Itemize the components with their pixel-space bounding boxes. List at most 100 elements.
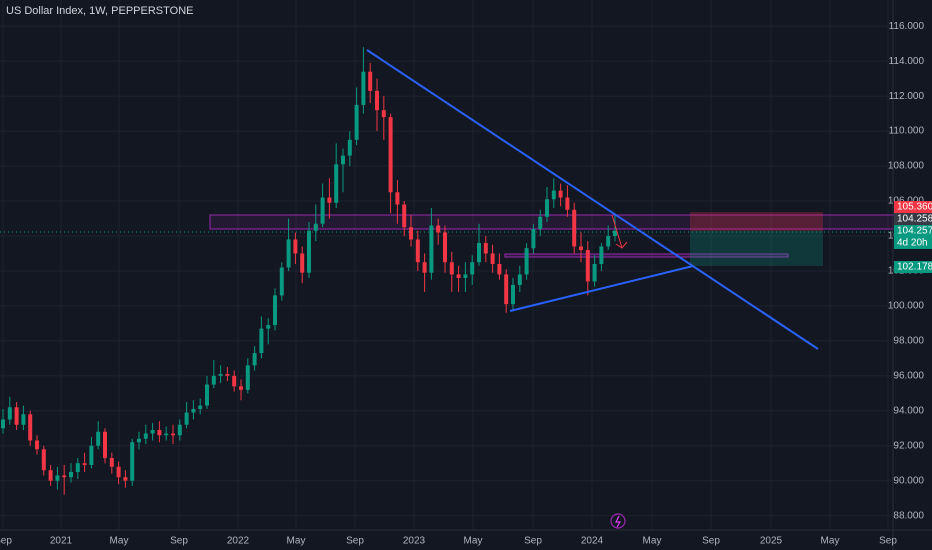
candle-body <box>211 375 216 385</box>
grid <box>0 0 893 530</box>
candle-body <box>109 457 114 467</box>
candle-body <box>191 409 196 413</box>
candle-body <box>558 190 563 198</box>
price-badge <box>894 201 932 213</box>
candle-body <box>483 242 488 254</box>
x-tick-label: May <box>464 536 483 547</box>
candle-body <box>69 471 73 478</box>
candle-body <box>75 463 80 472</box>
y-tick-label: 92.000 <box>893 440 924 451</box>
candle-body <box>572 209 577 247</box>
candle-body <box>320 197 325 224</box>
candle-body <box>456 274 461 278</box>
x-tick-label: Sep <box>346 536 364 547</box>
y-tick-label: 110.000 <box>889 126 925 137</box>
price-badge-label: 104.258 <box>897 214 932 225</box>
candle-body <box>21 414 26 425</box>
candle-body <box>184 412 189 425</box>
candle-body <box>538 216 543 229</box>
candle-body <box>409 227 413 240</box>
candle-body <box>48 470 53 481</box>
x-tick-label: 2025 <box>760 536 783 547</box>
candle-body <box>164 433 169 436</box>
candle-body <box>395 192 400 205</box>
x-tick-label: May <box>110 536 129 547</box>
candle-body <box>55 475 60 481</box>
x-tick-label: Sep <box>702 536 720 547</box>
x-tick-label: Sep <box>0 536 12 547</box>
candle-body <box>35 440 39 450</box>
candle-body <box>599 246 604 264</box>
trend-line <box>366 49 819 350</box>
candle-body <box>517 274 522 285</box>
candle-body <box>531 228 536 249</box>
candle-body <box>232 375 237 387</box>
candle-body <box>137 438 141 443</box>
trend-line <box>509 265 694 312</box>
candle-body <box>89 445 94 465</box>
y-tick-label: 96.000 <box>893 370 924 381</box>
candle-body <box>463 274 468 278</box>
price-badge-label: 104.257 <box>897 226 932 237</box>
candle-body <box>551 190 556 200</box>
candle-body <box>579 246 583 250</box>
zone-rect <box>504 253 789 258</box>
y-tick-label: 100.000 <box>888 301 925 312</box>
candle-body <box>116 466 121 478</box>
x-tick-label: 2023 <box>403 536 426 547</box>
countdown-badge <box>894 237 932 249</box>
candle-body <box>388 117 393 193</box>
candle-body <box>293 239 298 254</box>
candle-body <box>334 164 339 203</box>
candle-body <box>130 442 135 481</box>
candle-body <box>361 71 366 105</box>
candle-body <box>171 433 175 436</box>
candle-body <box>477 242 481 263</box>
x-tick-label: 2022 <box>227 536 250 547</box>
candle-body <box>565 197 570 210</box>
candle-body <box>218 374 223 376</box>
candle-body <box>273 295 277 326</box>
y-tick-label: 88.000 <box>893 510 924 521</box>
candle-body <box>266 325 271 329</box>
candle-body <box>511 284 515 305</box>
candle-body <box>7 407 12 420</box>
candle-body <box>143 433 148 439</box>
candle-body <box>14 407 19 425</box>
candle-body <box>157 430 162 436</box>
candle-body <box>504 274 509 305</box>
candle-body <box>96 431 101 446</box>
candle-body <box>402 204 407 228</box>
candle-body <box>177 424 182 436</box>
candle-body <box>545 199 549 217</box>
candle-body <box>341 155 345 165</box>
candle-body <box>443 232 447 263</box>
candle-body <box>490 253 495 264</box>
candle-body <box>415 239 420 263</box>
candle-body <box>381 110 386 118</box>
candle-body <box>252 353 257 366</box>
candle-body <box>307 230 311 273</box>
candle-body <box>422 262 427 273</box>
candle-body <box>347 139 352 156</box>
x-tick-label: May <box>821 536 840 547</box>
icon <box>610 513 626 529</box>
price-badge-label: 102.178 <box>897 262 932 273</box>
candle-body <box>354 104 359 140</box>
x-tick-label: Sep <box>170 536 188 547</box>
candle-body <box>103 431 107 458</box>
y-tick-label: 94.000 <box>893 405 924 416</box>
price-badge <box>894 213 932 225</box>
candle-body <box>286 239 291 268</box>
zone-rect <box>209 214 932 230</box>
stop-zone <box>690 212 823 231</box>
x-tick-label: May <box>287 536 306 547</box>
candle-body <box>524 248 529 275</box>
candles <box>1 47 617 495</box>
candle-body <box>150 430 155 434</box>
candle-body <box>606 235 611 247</box>
candle-body <box>198 405 203 410</box>
chart-title: US Dollar Index, 1W, PEPPERSTONE <box>6 5 193 17</box>
